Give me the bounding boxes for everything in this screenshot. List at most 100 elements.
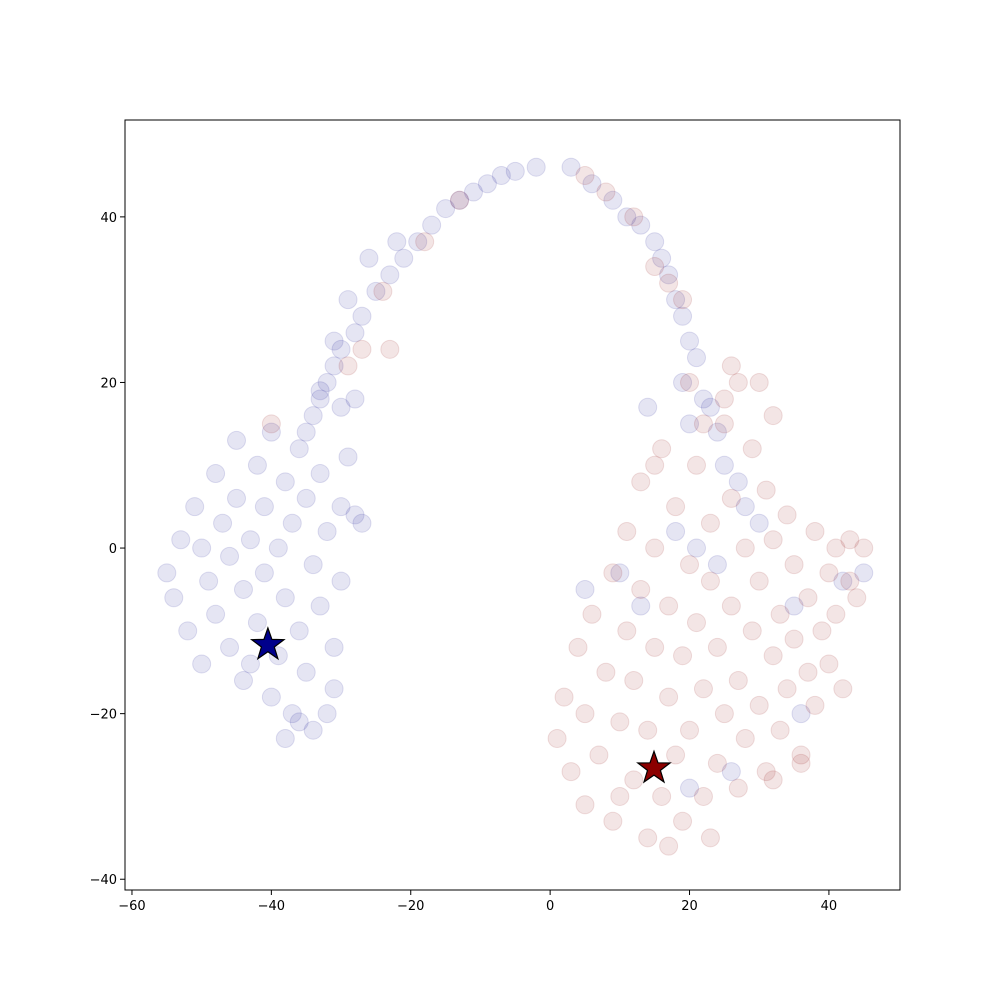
point	[805, 521, 825, 541]
point	[693, 786, 713, 806]
point	[596, 662, 616, 682]
point	[728, 778, 748, 798]
point	[463, 182, 483, 202]
point	[756, 480, 776, 500]
point	[505, 161, 525, 181]
point	[603, 811, 623, 831]
point	[296, 422, 316, 442]
point	[268, 538, 288, 558]
point	[680, 372, 700, 392]
point	[749, 695, 769, 715]
point	[589, 745, 609, 765]
point	[798, 662, 818, 682]
point	[310, 596, 330, 616]
point	[721, 762, 741, 782]
point	[693, 679, 713, 699]
point	[387, 232, 407, 252]
point	[324, 356, 344, 376]
point	[575, 704, 595, 724]
point	[275, 728, 295, 748]
point	[742, 439, 762, 459]
point	[575, 795, 595, 815]
point	[617, 207, 637, 227]
point	[735, 497, 755, 517]
point	[645, 455, 665, 475]
point	[659, 273, 679, 293]
point	[673, 811, 693, 831]
point	[749, 372, 769, 392]
point	[833, 571, 853, 591]
point	[617, 621, 637, 641]
point	[680, 331, 700, 351]
point	[296, 488, 316, 508]
point	[289, 439, 309, 459]
point	[666, 745, 686, 765]
point	[624, 770, 644, 790]
point	[700, 571, 720, 591]
point	[310, 464, 330, 484]
point	[282, 704, 302, 724]
point	[638, 397, 658, 417]
point	[603, 563, 623, 583]
point	[331, 497, 351, 517]
point	[652, 786, 672, 806]
point	[680, 720, 700, 740]
point	[791, 704, 811, 724]
point	[707, 422, 727, 442]
point	[547, 728, 567, 748]
point	[422, 215, 442, 235]
x-tick-label: −20	[397, 899, 424, 914]
y-tick-label: −40	[90, 873, 117, 888]
point	[359, 248, 379, 268]
x-tick-label: −40	[258, 899, 285, 914]
point	[763, 770, 783, 790]
point	[324, 637, 344, 657]
point	[728, 472, 748, 492]
point	[352, 339, 372, 359]
point	[338, 290, 358, 310]
point	[373, 281, 393, 301]
point	[714, 704, 734, 724]
point	[582, 174, 602, 194]
point	[770, 720, 790, 740]
plot-frame	[124, 119, 901, 891]
point	[666, 497, 686, 517]
point	[303, 555, 323, 575]
point	[247, 455, 267, 475]
x-tick-label: 40	[821, 899, 838, 914]
point	[310, 389, 330, 409]
point	[450, 190, 470, 210]
point	[666, 521, 686, 541]
point	[317, 521, 337, 541]
point	[415, 232, 435, 252]
point	[213, 513, 233, 533]
point	[700, 513, 720, 533]
point	[345, 505, 365, 525]
point	[707, 555, 727, 575]
point	[659, 687, 679, 707]
point	[735, 728, 755, 748]
point	[610, 786, 630, 806]
point	[603, 190, 623, 210]
point	[380, 339, 400, 359]
star-marker	[249, 626, 286, 661]
point	[840, 571, 860, 591]
x-tick-label: −60	[118, 899, 145, 914]
point	[477, 174, 497, 194]
point	[178, 621, 198, 641]
y-tick-label: 20	[100, 376, 117, 391]
point	[408, 232, 428, 252]
point	[652, 248, 672, 268]
x-tick-label: 20	[681, 899, 698, 914]
point	[826, 538, 846, 558]
point	[784, 555, 804, 575]
point	[317, 372, 337, 392]
point	[233, 579, 253, 599]
point	[763, 530, 783, 550]
point	[303, 406, 323, 426]
point	[331, 571, 351, 591]
point	[659, 836, 679, 856]
point	[631, 579, 651, 599]
point	[575, 579, 595, 599]
point	[840, 530, 860, 550]
